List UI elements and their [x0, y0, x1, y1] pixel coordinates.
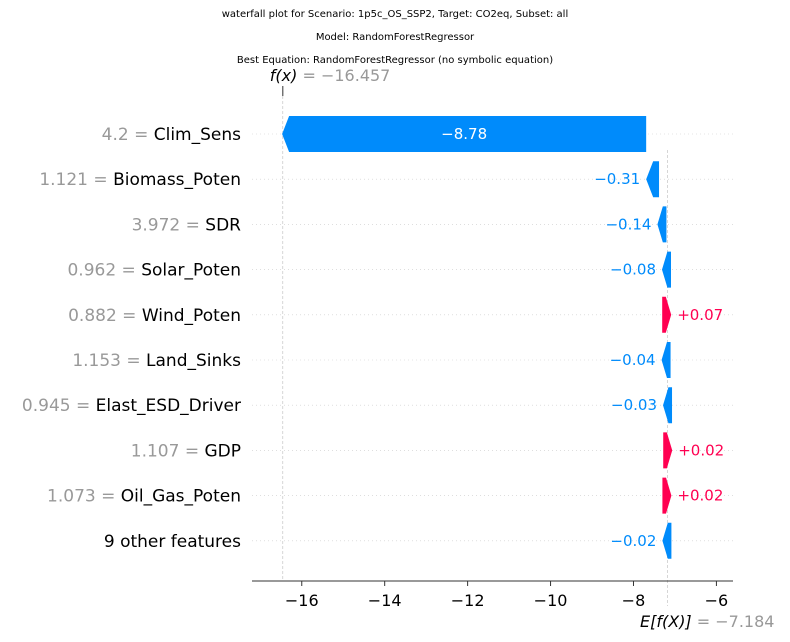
waterfall-bar: [657, 206, 667, 243]
chart-title-line-1: waterfall plot for Scenario: 1p5c_OS_SSP…: [221, 9, 569, 20]
feature-label: 1.153 = Land_Sinks: [72, 351, 241, 371]
feature-label: 0.945 = Elast_ESD_Driver: [22, 396, 241, 416]
output-value-symbol: f(x): [270, 66, 303, 85]
x-tick-label: −10: [534, 591, 568, 610]
base-value-label: E[f(X)] = −7.184: [640, 612, 774, 631]
feature-value: 1.107 =: [131, 441, 205, 461]
feature-label: 0.882 = Wind_Poten: [68, 306, 241, 326]
waterfall-bar: [662, 477, 672, 514]
waterfall-bar: [646, 161, 660, 198]
feature-name: Land_Sinks: [146, 351, 241, 371]
waterfall-bar: [663, 387, 673, 424]
feature-value: 1.153 =: [72, 351, 146, 371]
feature-name: Solar_Poten: [141, 261, 241, 281]
feature-label: 3.972 = SDR: [132, 215, 242, 235]
feature-value: 0.882 =: [68, 306, 142, 326]
feature-name: Oil_Gas_Poten: [121, 487, 241, 507]
feature-label: 4.2 = Clim_Sens: [102, 125, 241, 145]
x-tick-label: −12: [451, 591, 485, 610]
feature-name: Biomass_Poten: [113, 170, 241, 190]
feature-label: 1.073 = Oil_Gas_Poten: [47, 487, 241, 507]
base-value-number: = −7.184: [697, 612, 775, 631]
contribution-label: −0.08: [610, 261, 656, 279]
feature-label: 0.962 = Solar_Poten: [67, 261, 241, 281]
output-value-number: = −16.457: [302, 66, 390, 85]
feature-label: 9 other features: [104, 532, 241, 552]
waterfall-bar: [661, 251, 671, 288]
waterfall-bar: [282, 116, 647, 152]
output-value-label: f(x) = −16.457: [270, 66, 391, 85]
feature-name: 9 other features: [104, 532, 241, 552]
feature-label: 1.107 = GDP: [131, 441, 241, 461]
contribution-label: −0.02: [610, 532, 656, 550]
chart-title-line-3: Best Equation: RandomForestRegressor (no…: [236, 55, 554, 66]
feature-value: 0.962 =: [67, 261, 141, 281]
feature-name: SDR: [205, 215, 241, 235]
contribution-label: −0.04: [610, 351, 656, 369]
feature-value: 0.945 =: [22, 396, 96, 416]
x-tick-label: −16: [285, 591, 319, 610]
x-tick-label: −6: [705, 591, 729, 610]
feature-value: 1.121 =: [39, 170, 113, 190]
waterfall-bar: [662, 522, 672, 559]
feature-value: 3.972 =: [132, 215, 206, 235]
contribution-label: −8.78: [441, 125, 487, 143]
base-value-symbol: E[f(X)]: [640, 612, 697, 631]
feature-label: 1.121 = Biomass_Poten: [39, 170, 241, 190]
contribution-label: −0.14: [605, 215, 651, 233]
contribution-label: +0.02: [678, 441, 724, 459]
feature-name: Wind_Poten: [142, 306, 241, 326]
feature-value: 1.073 =: [47, 487, 121, 507]
contribution-label: +0.02: [677, 487, 723, 505]
feature-name: Elast_ESD_Driver: [96, 396, 241, 416]
x-tick-label: −14: [368, 591, 402, 610]
x-tick-label: −8: [622, 591, 646, 610]
contribution-label: −0.03: [611, 396, 657, 414]
waterfall-bar: [663, 432, 673, 469]
feature-name: GDP: [204, 441, 241, 461]
contribution-label: +0.07: [677, 306, 723, 324]
chart-title-line-2: Model: RandomForestRegressor: [315, 32, 475, 43]
feature-name: Clim_Sens: [154, 125, 241, 145]
contribution-label: −0.31: [594, 170, 640, 188]
feature-value: 4.2 =: [102, 125, 154, 145]
waterfall-bar: [662, 296, 672, 333]
waterfall-bar: [661, 342, 671, 378]
